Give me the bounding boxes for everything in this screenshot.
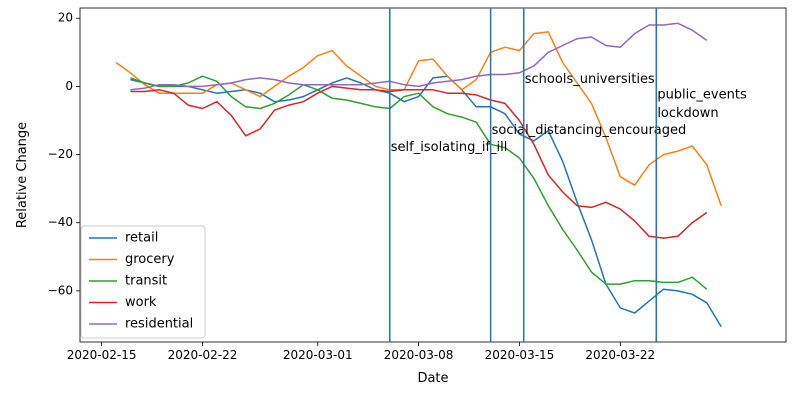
legend: retail grocery transit work residential (81, 226, 205, 338)
series-line-transit (130, 76, 706, 289)
x-tick-label: 2020-03-15 (485, 348, 555, 362)
y-tick-label: 20 (58, 11, 73, 25)
legend-label-transit: transit (125, 274, 167, 289)
vline-label-schools_universities: schools_universities (525, 72, 655, 87)
series-line-retail (130, 76, 721, 327)
x-tick-label: 2020-03-22 (585, 348, 655, 362)
y-axis-label: Relative Change (15, 122, 30, 228)
x-tick-label: 2020-02-15 (67, 348, 137, 362)
vline-label-social_distancing_encouraged: social_distancing_encouraged (492, 123, 687, 138)
legend-label-grocery: grocery (125, 252, 175, 267)
x-tick-label: 2020-02-22 (168, 348, 238, 362)
x-tick-label: 2020-03-01 (283, 348, 353, 362)
y-tick-label: −60 (48, 283, 73, 297)
series-line-work (130, 86, 706, 238)
series-lines (116, 23, 721, 326)
vline-label-lockdown: lockdown (657, 106, 718, 121)
series-line-grocery (116, 32, 721, 206)
x-tick-label: 2020-03-08 (384, 348, 454, 362)
legend-label-retail: retail (125, 231, 158, 246)
vline-label-public_events: public_events (657, 87, 747, 102)
legend-label-residential: residential (125, 317, 193, 332)
intervention-lines: self_isolating_if_illsocial_distancing_e… (390, 8, 747, 342)
y-tick-label: −40 (48, 215, 73, 229)
y-tick-label: −20 (48, 147, 73, 161)
y-tick-label: 0 (65, 79, 73, 93)
legend-label-work: work (125, 295, 157, 310)
x-axis-label: Date (417, 371, 448, 386)
